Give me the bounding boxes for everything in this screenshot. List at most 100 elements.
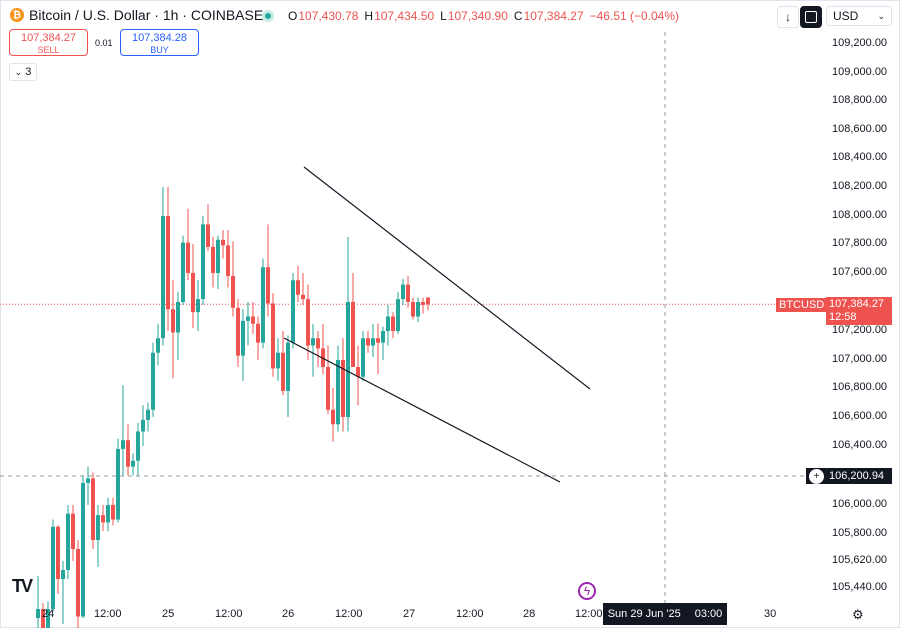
trendline-upper — [303, 166, 591, 390]
ohlc-key: H — [364, 9, 374, 23]
price-tick-label: 106,000.00 — [832, 498, 888, 510]
ohlc-key: C — [513, 9, 523, 23]
crosshair-date: Sun 29 Jun '25 — [607, 608, 681, 620]
ohlc-key: L — [440, 9, 447, 23]
candle-body — [171, 309, 175, 333]
chevron-down-icon: ⌄ — [877, 10, 885, 21]
price-tick-label: 107,800.00 — [832, 237, 888, 249]
sell-button[interactable]: 107,384.27 SELL — [9, 29, 88, 56]
candle-body — [286, 342, 290, 391]
candle-body — [111, 505, 115, 520]
candle-body — [261, 267, 265, 343]
candle-body — [216, 239, 220, 273]
collapse-indicators-button[interactable]: ⌄ 3 — [9, 63, 37, 81]
buy-button[interactable]: 107,384.28 BUY — [120, 29, 199, 56]
candle-body — [246, 316, 250, 321]
candle-body — [211, 246, 215, 273]
candle-body — [361, 338, 365, 377]
candle-body — [396, 299, 400, 331]
candle-body — [381, 331, 385, 343]
candle-body — [336, 360, 340, 425]
symbol-tag-label: BTCUSD — [779, 299, 825, 311]
candle-body — [56, 526, 60, 579]
candle-body — [311, 338, 315, 346]
price-tick-label: 108,200.00 — [832, 180, 888, 192]
candle-body — [226, 245, 230, 276]
candle-body — [231, 275, 235, 308]
candle-body — [276, 352, 280, 369]
fullscreen-button[interactable] — [800, 6, 822, 28]
candle-body — [36, 609, 40, 618]
candle-body — [221, 239, 225, 246]
price-tick-label: 107,600.00 — [832, 266, 888, 278]
symbol-label: Bitcoin / U.S. Dollar · 1h · COINBASE — [29, 7, 264, 23]
candle-body — [116, 448, 120, 520]
price-tick-label: 108,000.00 — [832, 209, 888, 221]
price-tick-label: 109,200.00 — [832, 37, 888, 49]
price-tick-label: 108,800.00 — [832, 94, 888, 106]
candle-body — [281, 352, 285, 391]
candle-body — [326, 367, 330, 410]
lightning-icon[interactable]: ϟ — [578, 582, 596, 600]
down-arrow-button[interactable]: ↓ — [777, 6, 799, 28]
time-tick-label: 12:00 — [215, 608, 243, 620]
price-tick-label: 105,440.00 — [832, 581, 888, 593]
candle-body — [416, 302, 420, 317]
candle-body — [301, 294, 305, 300]
candle-body — [271, 303, 275, 369]
last-price: 107,384.27 — [829, 298, 885, 310]
candle-body — [136, 431, 140, 461]
gear-icon[interactable]: ⚙ — [852, 607, 864, 622]
ohlc-value: 107,434.50 — [374, 9, 435, 23]
add-alert-icon[interactable]: + — [809, 468, 824, 484]
price-tick-label: 105,800.00 — [832, 527, 888, 539]
candle-body — [316, 338, 320, 349]
price-tick-label: 108,600.00 — [832, 123, 888, 135]
ohlc-value: 107,384.27 — [523, 9, 584, 23]
candle-body — [71, 513, 75, 549]
time-tick-label: 27 — [403, 608, 416, 620]
ohlc-value: 107,430.78 — [298, 9, 359, 23]
candle-body — [161, 216, 165, 339]
indicator-count: 3 — [25, 66, 32, 78]
chevron-down-icon: ⌄ — [14, 66, 23, 77]
ohlc-key: O — [288, 9, 298, 23]
time-tick-label: 12:00 — [575, 608, 603, 620]
candle-body — [236, 307, 240, 356]
candle-body — [206, 224, 210, 247]
last-price-tag: 107,384.27 12:58 — [826, 297, 892, 325]
candle-body — [411, 302, 415, 317]
candle-body — [251, 316, 255, 324]
market-status-icon[interactable] — [262, 10, 274, 22]
candle-body — [81, 482, 85, 617]
candle-countdown: 12:58 — [829, 311, 857, 323]
time-tick-label: 25 — [162, 608, 175, 620]
buy-label: BUY — [150, 45, 169, 55]
tradingview-logo[interactable]: TV — [12, 576, 33, 596]
price-tick-label: 108,400.00 — [832, 151, 888, 163]
time-tick-label: 12:00 — [456, 608, 484, 620]
crosshair-price-tag: + 106,200.94 — [806, 468, 892, 484]
crosshair-time: 03:00 — [694, 608, 723, 620]
candle-body — [406, 284, 410, 302]
sell-price: 107,384.27 — [20, 32, 77, 44]
crosshair-date-tag: Sun 29 Jun '25 03:00 — [603, 603, 727, 625]
candle-body — [91, 478, 95, 540]
price-tick-label: 106,400.00 — [832, 439, 888, 451]
candle-body — [46, 609, 50, 628]
price-tick-label: 107,000.00 — [832, 353, 888, 365]
candle-body — [291, 280, 295, 343]
symbol-title[interactable]: ₿ Bitcoin / U.S. Dollar · 1h · COINBASE — [10, 7, 263, 23]
candle-body — [66, 513, 70, 570]
candle-body — [96, 515, 100, 540]
candle-body — [341, 360, 345, 417]
currency-select[interactable]: USD ⌄ — [826, 6, 892, 26]
ohlc-value: −46.51 (−0.04%) — [589, 9, 680, 23]
candle-body — [41, 609, 45, 628]
crosshair-price: 106,200.94 — [829, 470, 885, 482]
candle-body — [191, 273, 195, 313]
price-tick-label: 105,620.00 — [832, 554, 888, 566]
candle-body — [106, 505, 110, 523]
candle-body — [421, 302, 425, 305]
